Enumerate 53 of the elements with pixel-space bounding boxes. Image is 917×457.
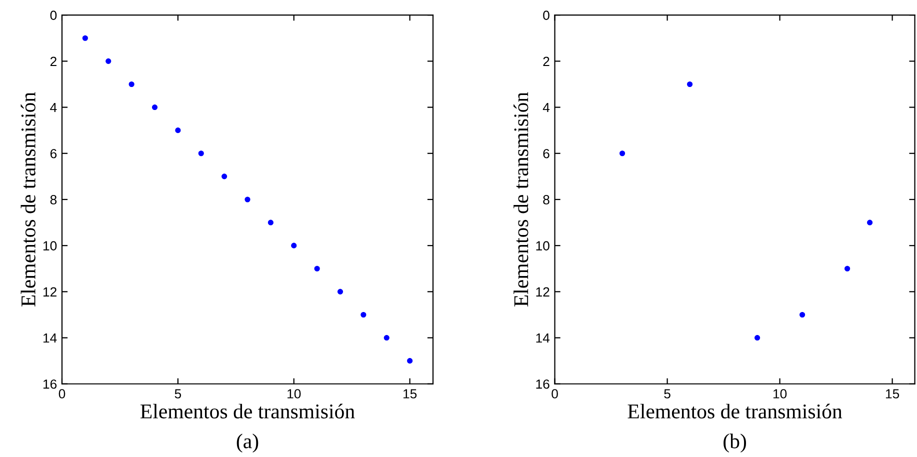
point bbox=[128, 81, 134, 88]
text: (a) bbox=[236, 434, 258, 453]
point bbox=[244, 196, 250, 202]
y-tick-label: 14 bbox=[43, 333, 57, 343]
point bbox=[82, 35, 88, 41]
x-tick-label: 5 bbox=[174, 389, 182, 398]
x-tick-label: 10 bbox=[773, 389, 787, 398]
y-tick-label: 0 bbox=[543, 10, 550, 20]
x-axis-title: Elementos de transmisión bbox=[628, 404, 842, 418]
point bbox=[268, 220, 274, 226]
point bbox=[175, 128, 181, 134]
y-tick-label: 14 bbox=[536, 333, 550, 343]
point bbox=[754, 335, 760, 341]
y-tick-label: 8 bbox=[543, 195, 550, 204]
y-tick-label: 4 bbox=[50, 102, 57, 112]
x-tick-label: 0 bbox=[552, 389, 558, 398]
y-tick-label: 6 bbox=[50, 148, 57, 158]
point bbox=[407, 358, 413, 364]
text: (b) bbox=[724, 434, 746, 453]
point bbox=[844, 266, 850, 272]
point bbox=[384, 335, 390, 341]
point bbox=[222, 174, 228, 180]
point bbox=[337, 288, 344, 294]
y-tick-label: 12 bbox=[536, 287, 550, 296]
x-tick-label: 0 bbox=[58, 389, 66, 398]
point bbox=[152, 104, 158, 110]
point bbox=[620, 150, 626, 156]
y-axis-title: Elementos de transmisión bbox=[514, 92, 528, 307]
point bbox=[867, 220, 873, 226]
x-tick-label: 10 bbox=[288, 389, 301, 398]
y-tick-label: 2 bbox=[50, 56, 56, 66]
y-tick-label: 8 bbox=[50, 195, 57, 204]
x-tick-label: 5 bbox=[664, 389, 670, 398]
point bbox=[314, 266, 320, 272]
point bbox=[360, 312, 366, 318]
point bbox=[687, 81, 693, 88]
point bbox=[106, 58, 112, 64]
x-axis-title: Elementos de transmisión bbox=[140, 404, 355, 418]
point bbox=[291, 242, 297, 248]
y-tick-label: 16 bbox=[43, 379, 57, 389]
y-tick-label: 10 bbox=[43, 241, 57, 250]
y-tick-label: 16 bbox=[536, 379, 550, 389]
y-tick-label: 4 bbox=[542, 102, 550, 112]
y-tick-label: 12 bbox=[43, 287, 56, 296]
y-tick-label: 6 bbox=[543, 148, 550, 158]
y-tick-label: 10 bbox=[536, 241, 550, 250]
y-tick-label: 2 bbox=[543, 56, 550, 66]
y-tick-label: 0 bbox=[50, 10, 57, 20]
point bbox=[800, 312, 806, 318]
x-tick-label: 15 bbox=[886, 389, 900, 398]
x-tick-label: 15 bbox=[403, 389, 417, 398]
point bbox=[198, 150, 204, 156]
y-axis-title: Elementos de transmisión bbox=[20, 92, 36, 307]
